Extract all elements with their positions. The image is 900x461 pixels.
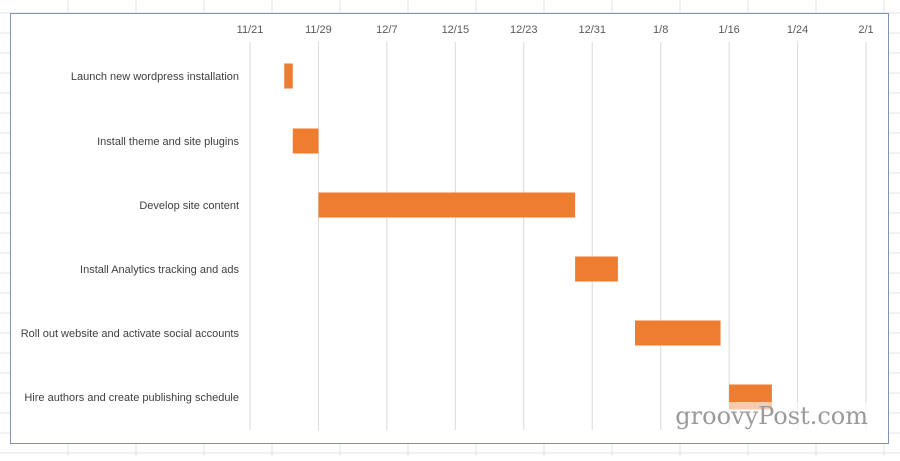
- task-labels: Launch new wordpress installation Install…: [21, 71, 240, 404]
- x-tick-label: 12/15: [442, 24, 470, 36]
- task-bar[interactable]: [318, 192, 576, 218]
- task-label: Install theme and site plugins: [97, 136, 239, 148]
- x-tick-label: 1/8: [653, 24, 668, 36]
- watermark-logo: groovyPost.com: [669, 402, 874, 430]
- task-bar[interactable]: [292, 128, 319, 154]
- x-tick-label: 12/23: [510, 24, 538, 36]
- x-tick-label: 12/7: [376, 24, 397, 36]
- task-label: Hire authors and create publishing sched…: [24, 392, 239, 404]
- x-tick-label: 11/21: [237, 24, 264, 36]
- task-label: Launch new wordpress installation: [71, 71, 239, 83]
- task-bar[interactable]: [635, 320, 721, 346]
- x-tick-label: 11/29: [305, 24, 332, 36]
- task-bar[interactable]: [575, 256, 618, 282]
- task-label: Roll out website and activate social acc…: [21, 328, 240, 340]
- chart-area[interactable]: [10, 13, 889, 444]
- vertical-gridlines: [249, 42, 867, 430]
- x-tick-label: 1/16: [718, 24, 739, 36]
- x-tick-label: 12/31: [578, 24, 606, 36]
- task-label: Install Analytics tracking and ads: [80, 264, 239, 276]
- x-tick-label: 1/24: [787, 24, 808, 36]
- task-bar[interactable]: [284, 63, 293, 89]
- task-bars: [284, 63, 772, 410]
- x-axis-tick-labels: 11/21 11/29 12/7 12/15 12/23 12/31 1/8 1/16 1/24…: [237, 24, 874, 36]
- x-tick-label: 2/1: [858, 24, 873, 36]
- task-label: Develop site content: [139, 200, 239, 212]
